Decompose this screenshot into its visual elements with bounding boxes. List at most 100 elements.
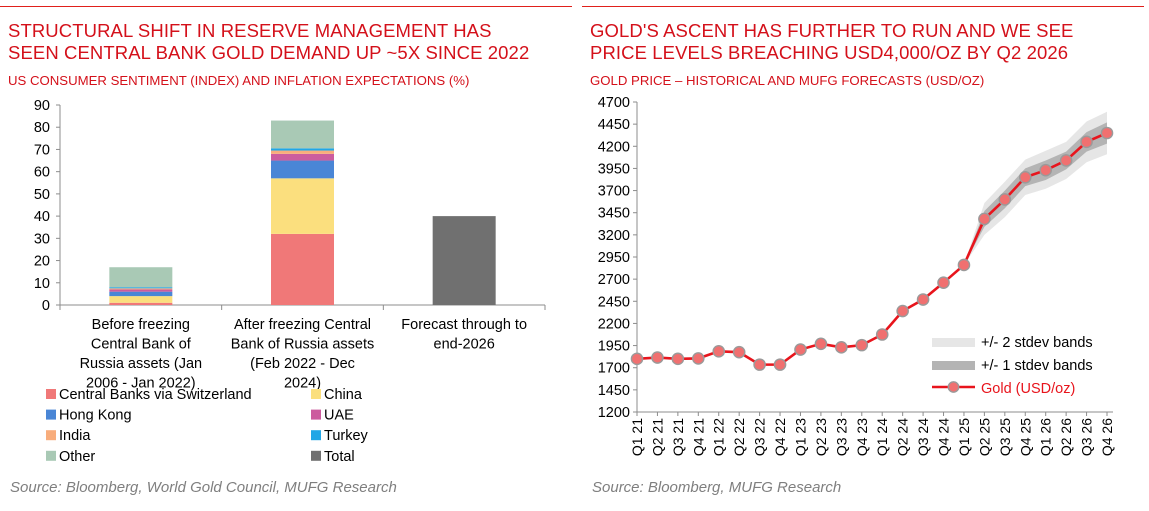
gold-price-point xyxy=(794,343,807,356)
y-tick-label: 80 xyxy=(34,120,50,136)
y-tick-label: 1700 xyxy=(598,361,630,377)
x-tick-label: Q4 21 xyxy=(690,418,706,456)
x-category-label: Russia assets (Jan xyxy=(80,356,203,372)
x-category-label: Central Bank of xyxy=(91,337,192,353)
bar-segment xyxy=(109,267,173,288)
left-source-note: Source: Bloomberg, World Gold Council, M… xyxy=(10,479,397,496)
legend-label: Turkey xyxy=(324,428,369,444)
x-tick-label: Q4 23 xyxy=(854,418,870,456)
x-tick-label: Q3 21 xyxy=(670,418,686,456)
right-title-line-1: GOLD'S ASCENT HAS FURTHER TO RUN AND WE … xyxy=(590,20,1074,41)
legend-swatch xyxy=(311,389,321,399)
gold-price-point xyxy=(978,212,991,226)
bar-segment xyxy=(432,216,496,305)
right-title-line-2: PRICE LEVELS BREACHING USD4,000/OZ BY Q2… xyxy=(590,42,1069,63)
legend-label: +/- 1 stdev bands xyxy=(981,358,1093,374)
y-tick-label: 20 xyxy=(34,254,50,270)
y-tick-label: 50 xyxy=(34,187,50,203)
y-tick-label: 10 xyxy=(34,276,50,292)
y-tick-label: 4700 xyxy=(598,95,630,111)
bar-segment xyxy=(109,291,173,297)
gold-price-point xyxy=(814,337,828,351)
legend-swatch-2sd xyxy=(932,338,975,347)
bar-segment xyxy=(109,296,173,303)
y-tick-label: 4200 xyxy=(598,139,630,155)
gold-price-point xyxy=(937,276,950,289)
legend-swatch xyxy=(46,409,56,420)
y-tick-label: 1450 xyxy=(598,383,630,399)
x-tick-label: Q3 24 xyxy=(915,418,931,456)
x-tick-label: Q2 24 xyxy=(895,418,911,456)
x-category-label: 2024) xyxy=(284,376,321,392)
gold-price-point xyxy=(1039,163,1052,177)
y-tick-label: 2700 xyxy=(598,272,630,288)
bar-segment xyxy=(271,150,334,154)
gold-price-point xyxy=(630,352,644,366)
left-chart-subtitle: US CONSUMER SENTIMENT (INDEX) AND INFLAT… xyxy=(8,73,470,88)
legend-label: Total xyxy=(324,449,355,465)
legend-label: Other xyxy=(59,449,95,465)
gold-price-point xyxy=(998,193,1012,206)
gold-price-point xyxy=(692,352,705,365)
y-tick-label: 0 xyxy=(42,298,50,314)
gold-price-point xyxy=(835,341,848,354)
legend-swatch xyxy=(46,389,56,399)
gold-price-point xyxy=(875,328,889,341)
gold-price-point xyxy=(1059,154,1073,167)
gold-price-point xyxy=(855,338,869,352)
gold-price-point xyxy=(916,293,930,306)
legend-swatch-1sd xyxy=(932,361,975,370)
x-category-label: (Feb 2022 - Dec xyxy=(250,356,355,372)
right-chart-subtitle: GOLD PRICE – HISTORICAL AND MUFG FORECAS… xyxy=(590,73,985,88)
bar-segment xyxy=(271,178,334,234)
y-tick-label: 3700 xyxy=(598,184,630,200)
legend-swatch xyxy=(311,409,321,420)
x-tick-label: Q1 24 xyxy=(874,418,890,456)
x-category-label: Before freezing xyxy=(92,317,190,333)
x-tick-label: Q1 23 xyxy=(792,418,808,456)
gold-price-line-chart: 1200 1450 1700 1950 2200 2450 2700 2950 3200 3450… xyxy=(598,95,1115,456)
x-tick-label: Q4 26 xyxy=(1099,418,1115,456)
x-tick-label: Q1 25 xyxy=(956,418,972,456)
gold-price-point xyxy=(1080,135,1093,149)
y-tick-label: 70 xyxy=(34,142,50,158)
legend-swatch xyxy=(311,450,321,461)
right-chart-title: GOLD'S ASCENT HAS FURTHER TO RUN AND WE … xyxy=(590,20,1144,64)
right-panel: GOLD'S ASCENT HAS FURTHER TO RUN AND WE … xyxy=(582,0,1144,511)
bar-segment xyxy=(109,289,173,292)
gold-price-point xyxy=(651,351,664,364)
gold-price-point xyxy=(732,345,746,359)
x-tick-label: Q3 25 xyxy=(997,418,1013,456)
x-tick-label: Q2 21 xyxy=(649,418,665,456)
x-tick-label: Q2 22 xyxy=(731,418,747,456)
gold-price-point xyxy=(957,258,971,272)
legend-label: +/- 2 stdev bands xyxy=(981,335,1093,351)
right-source-note: Source: Bloomberg, MUFG Research xyxy=(592,479,842,496)
legend-label: UAE xyxy=(324,408,354,424)
y-tick-label: 3200 xyxy=(598,228,630,244)
x-category-label: 2006 - Jan 2022) xyxy=(86,376,196,392)
left-chart-title: STRUCTURAL SHIFT IN RESERVE MANAGEMENT H… xyxy=(8,20,572,64)
legend-label: Central Banks via Switzerland xyxy=(59,387,252,403)
y-tick-label: 1200 xyxy=(598,405,630,421)
x-tick-label: Q3 23 xyxy=(833,418,849,456)
bar-segment xyxy=(109,288,173,290)
x-tick-label: Q4 25 xyxy=(1017,418,1033,456)
legend-label: Gold (USD/oz) xyxy=(981,381,1075,397)
top-rule xyxy=(0,6,572,7)
y-tick-label: 40 xyxy=(34,209,50,225)
x-tick-label: Q4 24 xyxy=(936,418,952,456)
y-tick-label: 3450 xyxy=(598,206,630,222)
legend-swatch xyxy=(46,430,56,441)
gold-price-point xyxy=(753,358,766,371)
y-tick-label: 3950 xyxy=(598,161,630,177)
x-tick-label: Q1 22 xyxy=(711,418,727,456)
x-category-label: Forecast through to xyxy=(401,317,527,333)
gold-price-point xyxy=(1100,126,1114,140)
y-tick-label: 90 xyxy=(34,98,50,114)
y-tick-label: 60 xyxy=(34,165,50,181)
y-tick-label: 4450 xyxy=(598,117,630,133)
bar-segment xyxy=(271,160,334,179)
x-category-label: Bank of Russia assets xyxy=(231,337,374,353)
left-title-line-2: SEEN CENTRAL BANK GOLD DEMAND UP ~5X SIN… xyxy=(8,42,530,63)
